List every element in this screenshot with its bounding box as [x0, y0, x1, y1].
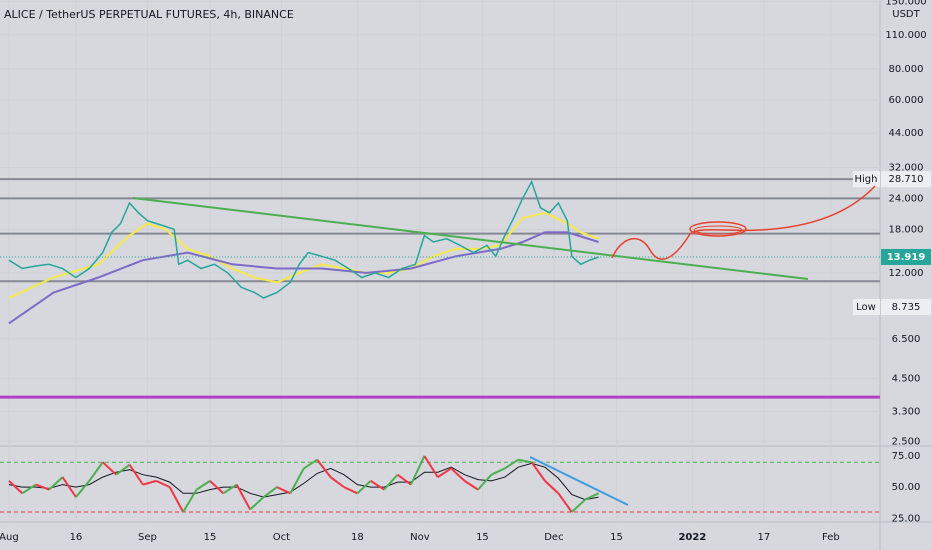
x-tick-label: 16 [70, 532, 83, 543]
y-tick-label: 44.000 [889, 128, 924, 139]
oscillator-segment [423, 455, 439, 478]
oscillator-segment [249, 496, 265, 511]
x-tick-label: Feb [822, 532, 840, 543]
moving-average [8, 211, 599, 299]
oscillator-segment [396, 473, 412, 486]
oscillator-segment [8, 480, 24, 495]
oscillator-segment [410, 455, 426, 486]
low-tag-box [853, 299, 880, 316]
oscillator-segment [584, 492, 600, 501]
x-tick-label: 2022 [678, 532, 706, 543]
high-tag: High [855, 174, 878, 185]
x-tick-label: 17 [757, 532, 770, 543]
oscillator-segment [235, 484, 252, 511]
high-tag-box [853, 171, 880, 188]
oscillator-segment [276, 486, 291, 495]
oscillator-segment [464, 480, 479, 491]
oscillator-segment [571, 498, 586, 513]
low-tag: Low [856, 302, 876, 313]
x-tick-label: Dec [544, 532, 563, 543]
moving-average [8, 231, 599, 325]
y-tick-label: 3.300 [892, 407, 921, 418]
oscillator-segment [75, 480, 91, 498]
oscillator-segment [35, 483, 50, 491]
oscillator-segment [437, 467, 452, 478]
oscillator-segment [356, 480, 372, 495]
oscillator-segment [343, 486, 358, 495]
x-tick-label: 15 [476, 532, 489, 543]
projection-path [611, 185, 876, 260]
highlight-ellipse [693, 225, 743, 235]
x-tick-label: Sep [138, 532, 157, 543]
oscillator-ma [8, 462, 599, 501]
y-tick-label: 60.000 [889, 95, 924, 106]
trendline [132, 197, 809, 280]
oscillator-segment [450, 467, 466, 482]
oscillator-segment [209, 480, 225, 495]
oscillator-segment [329, 476, 345, 488]
x-tick-label: Nov [410, 532, 430, 543]
y-tick-label: 32.000 [889, 162, 924, 173]
high-value-label: 28.710 [889, 174, 924, 185]
price-unit: USDT [892, 9, 920, 20]
oscillator-segment [21, 483, 37, 495]
oscillator-segment [316, 459, 332, 478]
oscillator-tick-label: 50.00 [892, 482, 921, 493]
high-value-box [881, 171, 931, 188]
chart-title: ALICE / TetherUS PERPETUAL FUTURES, 4h, … [4, 8, 294, 21]
oscillator-segment [61, 476, 77, 498]
oscillator-segment [48, 476, 64, 491]
y-tick-label: 12.000 [889, 268, 924, 279]
oscillator-segment [88, 461, 104, 482]
oscillator-segment [142, 479, 157, 486]
oscillator-segment [155, 479, 171, 489]
oscillator-segment [196, 480, 211, 491]
oscillator-segment [490, 467, 506, 476]
x-tick-label: Aug [0, 532, 19, 543]
oscillator-segment [530, 461, 546, 482]
oscillator-trendline [529, 456, 629, 506]
oscillator-segment [168, 486, 185, 513]
x-tick-label: 15 [204, 532, 217, 543]
y-tick-label: 6.500 [892, 334, 921, 345]
oscillator-segment [303, 458, 318, 470]
oscillator-segment [115, 463, 131, 476]
oscillator-segment [517, 458, 532, 464]
x-tick-label: 18 [351, 532, 364, 543]
y-tick-label: 150.000 [885, 0, 926, 7]
x-tick-label: Oct [273, 532, 290, 543]
y-tick-label: 2.500 [892, 437, 921, 448]
low-value-box [881, 299, 931, 316]
oscillator-segment [222, 483, 238, 495]
oscillator-segment [477, 473, 493, 491]
oscillator-segment [557, 492, 573, 513]
oscillator-segment [182, 489, 198, 513]
x-tick-label: 15 [610, 532, 623, 543]
oscillator-segment [504, 458, 519, 470]
oscillator-segment [289, 467, 305, 494]
oscillator-tick-label: 75.00 [892, 451, 921, 462]
low-value-label: 8.735 [892, 302, 921, 313]
oscillator-segment [262, 486, 278, 498]
y-tick-label: 4.500 [892, 373, 921, 384]
highlight-ellipse [689, 221, 747, 237]
last-price-label: 13.919 [887, 252, 926, 263]
y-tick-label: 80.000 [889, 64, 924, 75]
y-tick-label: 24.000 [889, 193, 924, 204]
oscillator-segment [128, 464, 144, 486]
last-price-box [881, 248, 931, 265]
price-line [8, 179, 599, 299]
oscillator-segment [102, 461, 117, 476]
oscillator-segment [544, 480, 560, 495]
y-tick-label: 110.000 [885, 30, 926, 41]
oscillator-segment [383, 473, 399, 491]
oscillator-segment [370, 480, 385, 491]
oscillator-tick-label: 25.00 [892, 513, 921, 524]
y-tick-label: 18.000 [889, 224, 924, 235]
